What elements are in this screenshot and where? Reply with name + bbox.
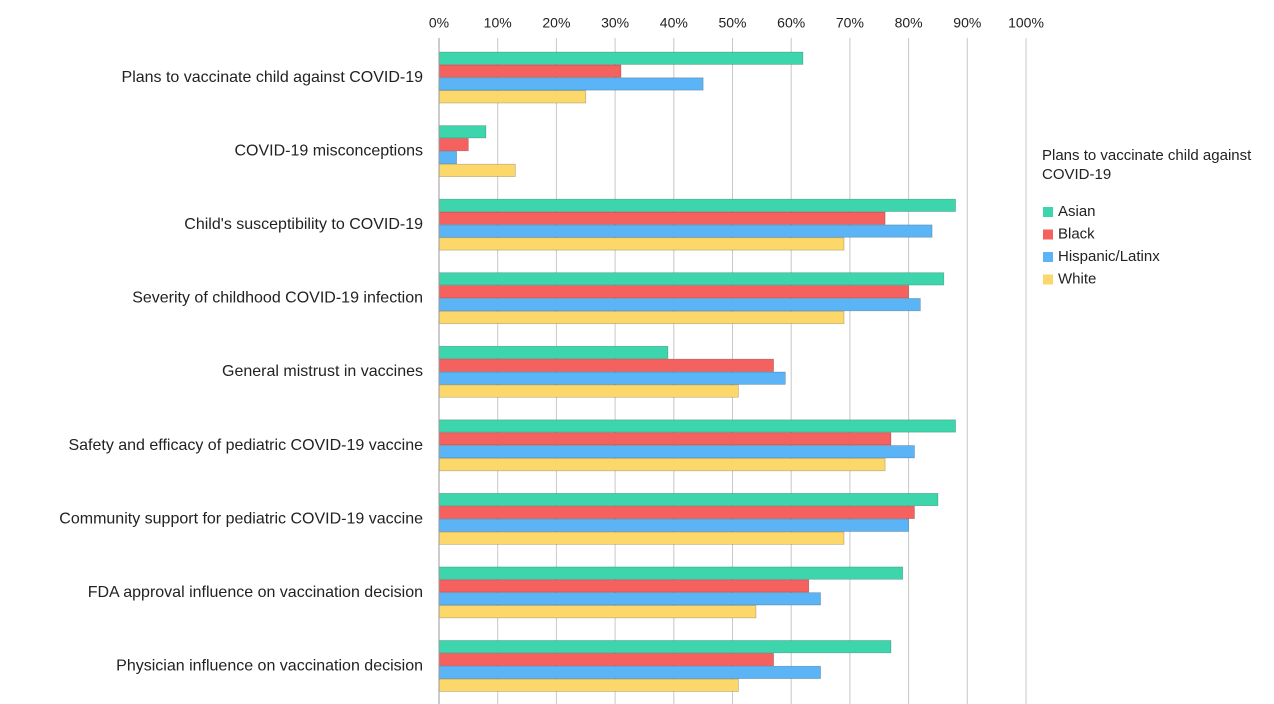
legend-swatch: [1043, 252, 1053, 262]
bar: [438, 493, 939, 507]
bar: [438, 285, 909, 299]
bar: [438, 371, 786, 385]
bar: [438, 163, 516, 177]
legend-label: Asian: [1058, 203, 1096, 220]
bar: [438, 384, 739, 398]
legend-label: Black: [1058, 225, 1095, 242]
bar: [438, 458, 886, 472]
legend-title: Plans to vaccinate child against COVID-19: [1042, 147, 1252, 183]
x-tick-label: 40%: [660, 15, 688, 31]
category-label: Physician influence on vaccination decis…: [116, 657, 423, 674]
bar: [438, 531, 845, 545]
x-tick-label: 60%: [777, 15, 805, 31]
x-tick-label: 50%: [718, 15, 746, 31]
category-label: Plans to vaccinate child against COVID-1…: [122, 69, 424, 86]
category-label: Safety and efficacy of pediatric COVID-1…: [68, 437, 423, 454]
legend-label: White: [1058, 270, 1096, 287]
legend-label: Hispanic/Latinx: [1058, 248, 1160, 265]
bar: [438, 505, 915, 519]
x-tick-label: 80%: [895, 15, 923, 31]
bar: [438, 198, 956, 212]
bar: [438, 150, 457, 165]
x-tick-label: 0%: [429, 15, 449, 31]
bar: [438, 419, 956, 433]
bar: [438, 678, 739, 692]
bar: [438, 211, 886, 225]
bar: [438, 605, 757, 619]
x-tick-label: 20%: [542, 15, 570, 31]
x-tick-label: 30%: [601, 15, 629, 31]
bar: [438, 51, 804, 65]
bar: [438, 224, 933, 238]
x-tick-label: 90%: [953, 15, 981, 31]
bar: [438, 665, 821, 679]
bar: [438, 579, 810, 593]
legend-swatch: [1043, 229, 1053, 240]
bar: [438, 592, 821, 606]
bar: [438, 566, 904, 580]
legend-swatch: [1043, 207, 1053, 217]
category-label: FDA approval influence on vaccination de…: [88, 584, 423, 601]
bar: [438, 77, 704, 91]
category-label: Community support for pediatric COVID-19…: [59, 510, 423, 527]
x-tick-label: 70%: [836, 15, 864, 31]
bar: [438, 432, 892, 446]
category-label: COVID-19 misconceptions: [234, 143, 423, 160]
bar: [438, 652, 774, 667]
bar: [438, 272, 945, 286]
x-tick-label: 10%: [484, 15, 512, 31]
category-label: Child's susceptibility to COVID-19: [184, 216, 423, 233]
category-label: General mistrust in vaccines: [222, 363, 423, 380]
bar: [438, 298, 921, 312]
bar: [438, 518, 909, 532]
bar: [438, 237, 845, 251]
legend-swatch: [1043, 274, 1053, 285]
bar: [438, 64, 622, 78]
bar: [438, 125, 487, 139]
bar: [438, 640, 892, 654]
x-tick-label: 100%: [1008, 15, 1044, 31]
bar: [438, 90, 587, 104]
bar: [438, 445, 915, 459]
bar: [438, 345, 669, 359]
bar: [438, 358, 774, 372]
bar: [438, 310, 845, 325]
category-label: Severity of childhood COVID-19 infection: [132, 290, 423, 307]
bar: [438, 138, 469, 152]
